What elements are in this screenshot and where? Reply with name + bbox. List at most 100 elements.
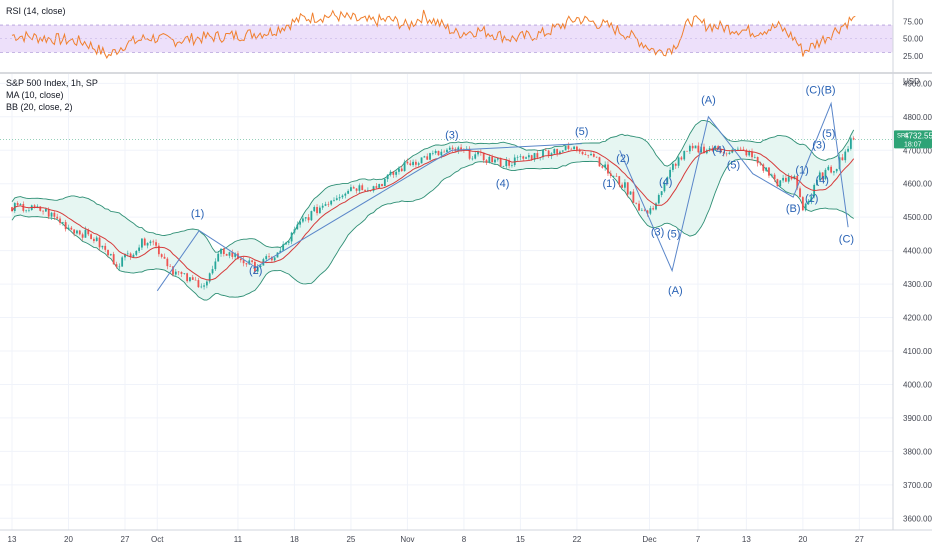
rsi-line: [11, 9, 856, 59]
candle-body: [595, 156, 598, 158]
candle-body: [420, 157, 423, 164]
elliott-wave-labels: (1)(2)(3)(4)(5)(2)(1)(3)(4)(5)(A)(A)(4)(…: [191, 84, 854, 297]
candle-body: [33, 205, 36, 208]
time-tick-label: 8: [462, 535, 467, 544]
candle-body: [773, 174, 776, 180]
candle-body: [799, 188, 801, 198]
candle-body: [152, 241, 155, 243]
candle-body: [655, 203, 657, 210]
elliott-wave-lines[interactable]: [156, 101, 849, 292]
candle-body: [762, 164, 765, 171]
candle-body: [197, 280, 200, 288]
time-tick-label: 20: [798, 535, 807, 544]
candle-body: [256, 267, 259, 272]
candle-body: [149, 241, 152, 244]
candle-body: [849, 138, 852, 149]
candle-body: [446, 149, 448, 152]
candle-body: [90, 234, 92, 239]
wave-label: (5): [822, 128, 835, 140]
wave-label: (2): [616, 153, 629, 165]
candle-body: [559, 151, 561, 154]
candle-body: [542, 149, 544, 158]
price-tick-label: 3900.00: [903, 414, 932, 423]
candle-body: [584, 154, 587, 155]
candle-body: [189, 277, 191, 282]
last-price-symbol: SPX: [897, 133, 909, 139]
candle-body: [174, 271, 177, 275]
candle-body: [302, 218, 304, 222]
candle-body: [177, 271, 180, 273]
candle-body: [426, 156, 429, 160]
candle-body: [612, 175, 615, 177]
candle-body: [129, 253, 132, 258]
candle-body: [499, 157, 502, 167]
candle-body: [722, 152, 725, 154]
candle-body: [124, 253, 126, 258]
candle-body: [276, 252, 279, 258]
price-axis[interactable]: USD 4900.004800.004700.004600.004500.004…: [892, 0, 932, 530]
candle-body: [135, 250, 138, 255]
candle-body: [474, 154, 477, 159]
candle-body: [525, 157, 527, 159]
last-price-badge: SPX 4732.55 18:07: [894, 130, 932, 149]
candle-body: [361, 185, 364, 191]
candle-body: [550, 153, 553, 157]
candle-body: [44, 208, 47, 212]
candle-body: [347, 190, 350, 194]
candle-body: [785, 177, 787, 182]
candle-body: [259, 265, 262, 268]
candle-body: [491, 156, 494, 163]
candle-body: [770, 174, 773, 176]
candle-body: [132, 254, 135, 258]
candle-body: [686, 150, 688, 152]
price-tick-label: 4800.00: [903, 113, 932, 122]
candle-body: [293, 229, 296, 233]
candle-body: [64, 222, 67, 230]
time-tick-label: Dec: [642, 535, 656, 544]
wave-label: (1): [191, 208, 204, 220]
candle-body: [683, 150, 686, 160]
wave-label: (1): [795, 165, 808, 177]
candle-body: [544, 149, 547, 151]
price-tick-label: 4700.00: [903, 146, 932, 155]
candle-body: [392, 171, 395, 175]
price-legend-bb: BB (20, close, 2): [6, 102, 73, 112]
time-tick-label: 15: [516, 535, 525, 544]
candle-body: [443, 151, 446, 153]
candle-body: [78, 230, 81, 235]
candle-body: [245, 263, 248, 265]
candle-body: [287, 241, 290, 243]
candle-body: [736, 148, 739, 150]
candle-body: [406, 161, 409, 164]
candle-body: [536, 153, 539, 158]
moving-average-line: [11, 148, 855, 281]
candle-body: [672, 163, 674, 170]
elliott-wave-line[interactable]: [156, 143, 582, 292]
candle-body: [225, 254, 228, 256]
elliott-wave-line[interactable]: [619, 101, 849, 273]
candle-body: [632, 191, 635, 203]
time-tick-label: 13: [8, 535, 17, 544]
currency-label: USD: [903, 77, 920, 86]
candle-body: [703, 146, 705, 154]
candle-body: [643, 209, 646, 211]
candle-body: [564, 145, 567, 151]
candle-body: [638, 203, 640, 211]
candle-body: [50, 212, 53, 217]
rsi-tick-label: 50.00: [903, 35, 924, 44]
candle-body: [290, 232, 293, 242]
candle-body: [776, 179, 779, 187]
rsi-pane: RSI (14, close) 75.00 50.00 25.00: [0, 6, 924, 61]
candle-body: [141, 238, 143, 248]
candle-body: [553, 149, 556, 154]
candle-body: [208, 273, 211, 282]
candle-body: [166, 258, 169, 267]
candle-body: [248, 260, 251, 265]
time-axis[interactable]: 13 20 27 Oct 11 18 25 Nov 8 15 22 Dec 7 13 20 27: [0, 529, 932, 544]
candle-body: [609, 173, 612, 176]
time-tick-label: 13: [742, 535, 751, 544]
candle-body: [270, 256, 273, 261]
candle-body: [228, 252, 231, 256]
candle-body: [22, 203, 25, 211]
